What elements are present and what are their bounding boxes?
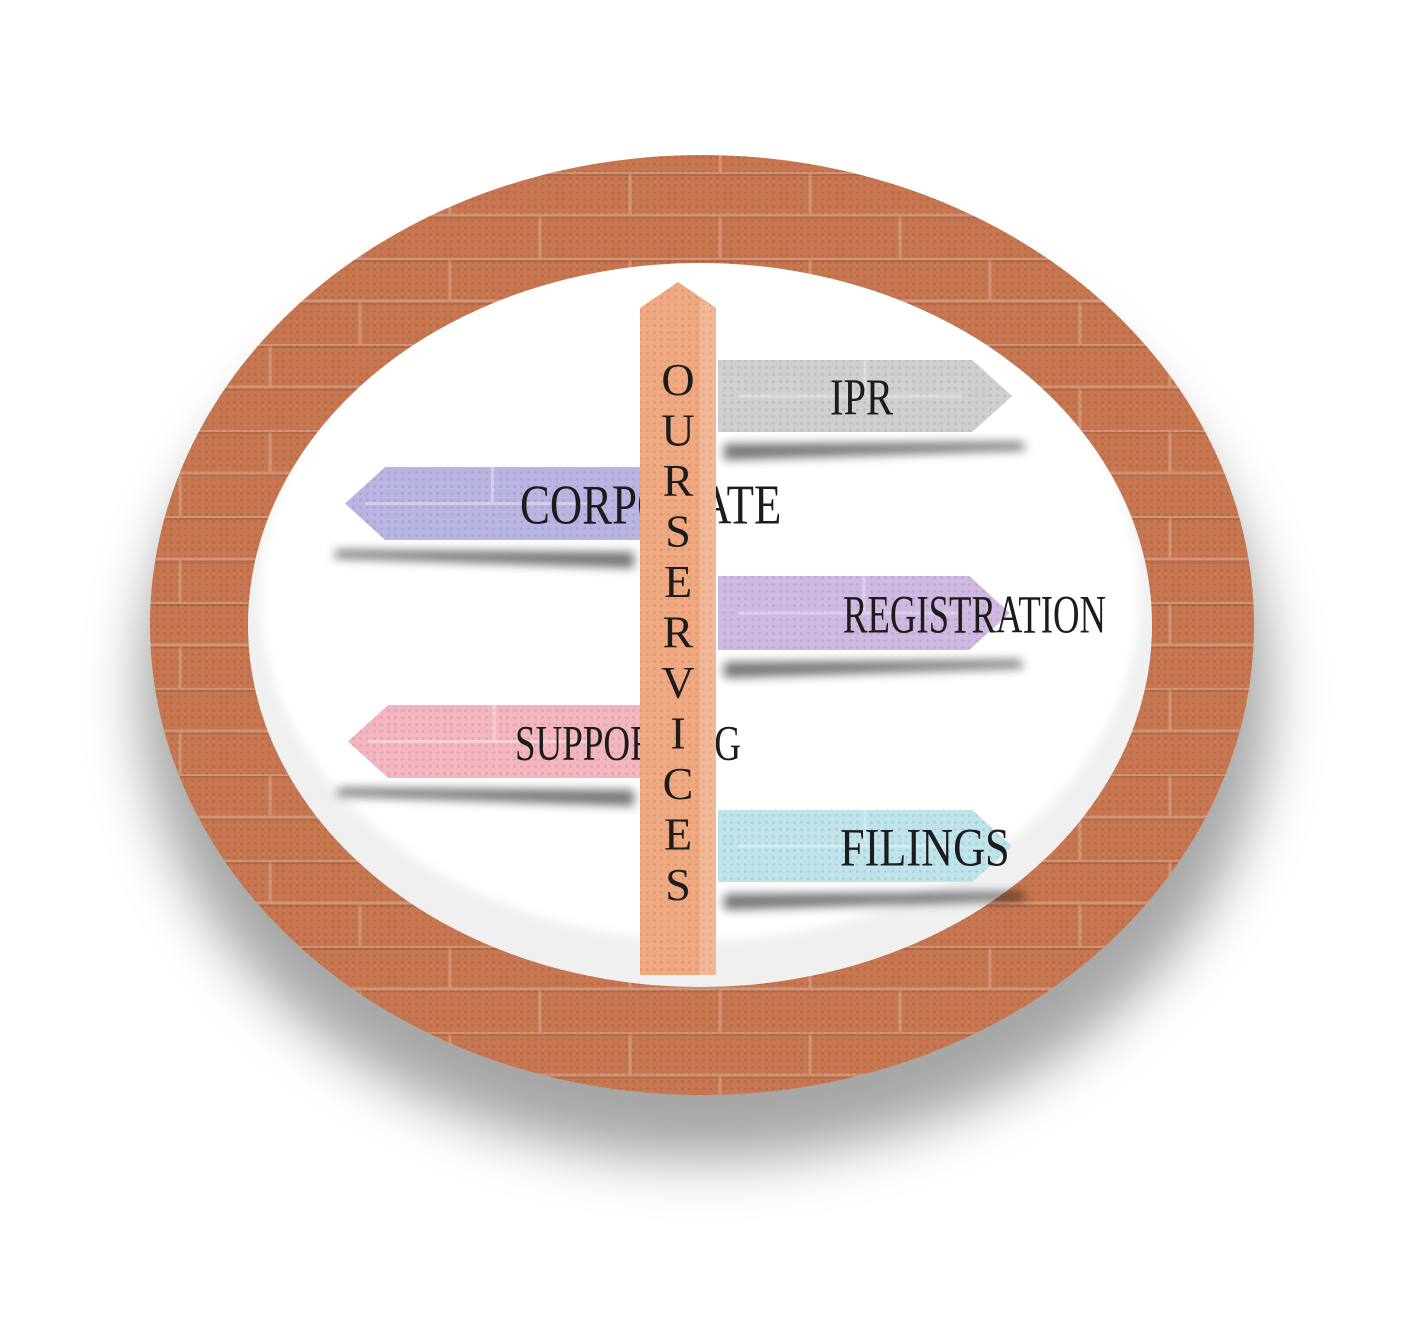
post-letter: R (663, 455, 694, 506)
post-letter: C (663, 758, 694, 809)
post-letter: O (661, 354, 694, 405)
sign-brick-lines (738, 576, 960, 615)
post-letter: V (661, 657, 694, 708)
sign-registration: REGISTRATION (718, 576, 1106, 678)
post-letter: I (670, 708, 685, 759)
sign-texture (345, 467, 640, 540)
post-letter: S (665, 506, 691, 557)
sign-texture (718, 810, 1012, 882)
sign-ipr: IPR (718, 360, 1026, 460)
post-letter: U (661, 405, 694, 456)
sign-shadow (336, 788, 634, 806)
sign-texture (348, 705, 640, 778)
sign-brick-lines (368, 705, 590, 743)
sign-brick-lines (738, 360, 963, 398)
sign-texture (718, 360, 1012, 432)
sign-texture (718, 576, 1010, 650)
sign-label: REGISTRATION (843, 584, 1106, 644)
post-letter: S (665, 859, 691, 910)
sign-label: IPR (830, 369, 894, 427)
post-letter: E (664, 809, 692, 860)
sign-shadow (724, 892, 1026, 910)
sign-shadow (724, 660, 1024, 678)
sign-filings: FILINGS (718, 810, 1026, 910)
sign-brick-lines (365, 467, 590, 505)
signpost-post (640, 282, 716, 975)
post-letter: E (664, 556, 692, 607)
signs-layer: IPRCORPORATEREGISTRATIONSUPPORTINGFILING… (333, 360, 1106, 910)
sign-brick-lines (738, 810, 963, 848)
post-letter: R (663, 607, 694, 658)
sign-shadow (724, 442, 1026, 460)
sign-label: FILINGS (840, 817, 1010, 877)
sign-shadow (333, 550, 634, 568)
